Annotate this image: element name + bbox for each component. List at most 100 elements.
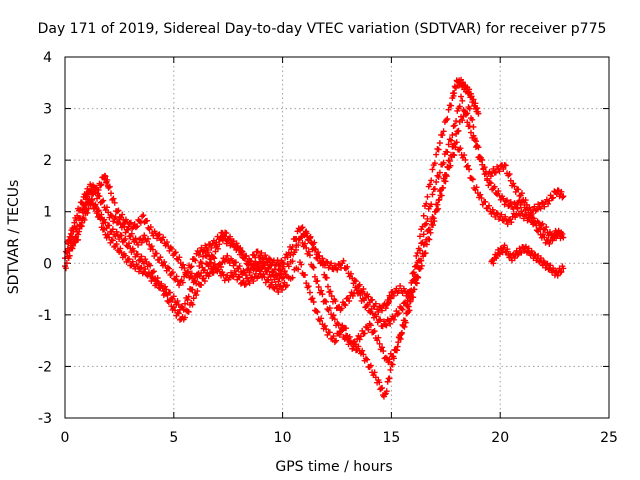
data-point — [528, 248, 535, 255]
data-point — [462, 156, 469, 163]
data-point — [210, 269, 217, 276]
data-point — [156, 231, 163, 238]
data-point — [199, 248, 206, 255]
data-point — [352, 341, 359, 348]
data-point — [331, 316, 338, 323]
data-point — [107, 211, 114, 218]
data-point — [492, 169, 499, 176]
data-point — [174, 298, 181, 305]
data-point — [318, 259, 325, 266]
data-point — [328, 293, 335, 299]
data-point — [495, 188, 502, 195]
data-point — [539, 220, 546, 227]
data-point — [412, 273, 419, 280]
data-point — [360, 286, 367, 293]
data-point — [477, 191, 484, 198]
data-point — [198, 282, 205, 289]
data-point — [120, 221, 127, 228]
data-point — [501, 242, 508, 249]
data-point — [194, 288, 201, 295]
data-point — [303, 230, 310, 237]
data-point — [254, 248, 261, 255]
data-point — [104, 231, 111, 238]
data-point — [424, 215, 431, 222]
data-point — [486, 202, 493, 209]
data-point — [280, 263, 287, 270]
data-point — [106, 222, 113, 229]
data-point — [418, 262, 425, 269]
data-point — [423, 220, 430, 227]
data-point — [413, 252, 420, 259]
data-point — [175, 310, 182, 317]
data-point — [517, 201, 524, 208]
data-point — [447, 162, 454, 169]
data-point — [190, 295, 197, 302]
data-point — [440, 159, 447, 166]
data-point — [81, 206, 88, 213]
data-point — [148, 243, 155, 250]
data-point — [356, 281, 363, 288]
data-point — [475, 110, 482, 117]
data-point — [215, 263, 222, 270]
data-point — [340, 257, 347, 264]
data-point — [476, 153, 483, 160]
data-point — [440, 128, 447, 135]
data-point — [75, 236, 82, 243]
data-point — [166, 265, 173, 272]
data-point — [292, 246, 299, 253]
data-point — [98, 198, 105, 205]
data-point — [122, 252, 129, 259]
data-point — [419, 239, 426, 246]
data-point — [429, 214, 436, 221]
data-point — [180, 306, 187, 313]
data-point — [440, 184, 447, 191]
data-point — [347, 270, 354, 277]
data-point — [487, 173, 494, 180]
data-point — [448, 102, 455, 109]
data-point — [546, 228, 553, 235]
data-point — [380, 348, 387, 355]
data-point — [459, 97, 466, 104]
data-point — [310, 264, 317, 271]
data-point — [323, 274, 330, 281]
data-point — [164, 264, 171, 271]
data-point — [192, 257, 199, 264]
data-point — [472, 100, 479, 107]
data-point — [65, 240, 72, 247]
data-point — [278, 270, 285, 277]
data-point — [387, 366, 394, 373]
data-point — [429, 191, 436, 198]
data-point — [193, 280, 200, 287]
data-point — [316, 253, 323, 260]
data-point — [181, 300, 188, 307]
data-point — [213, 239, 220, 246]
data-point — [536, 226, 543, 233]
data-point — [387, 295, 394, 302]
data-point — [540, 231, 547, 238]
data-point — [390, 292, 397, 299]
data-point — [306, 252, 313, 259]
data-point — [321, 298, 328, 305]
data-point — [246, 269, 253, 276]
x-axis-label: GPS time / hours — [275, 459, 392, 475]
data-point — [115, 207, 122, 214]
data-point — [383, 388, 390, 395]
series-track-d — [488, 242, 567, 279]
data-point — [188, 263, 195, 270]
data-point — [163, 286, 170, 293]
data-point — [394, 311, 401, 318]
data-point — [311, 239, 318, 246]
data-point — [81, 216, 88, 223]
data-point — [117, 245, 124, 252]
data-point — [163, 239, 170, 246]
data-point — [250, 278, 257, 285]
data-point — [178, 303, 185, 310]
data-point — [504, 197, 511, 204]
data-point — [550, 194, 557, 201]
data-point — [442, 178, 449, 185]
data-point — [161, 259, 168, 266]
data-point — [399, 306, 406, 313]
data-point — [379, 384, 386, 391]
data-point — [467, 129, 474, 136]
data-point — [85, 205, 92, 212]
